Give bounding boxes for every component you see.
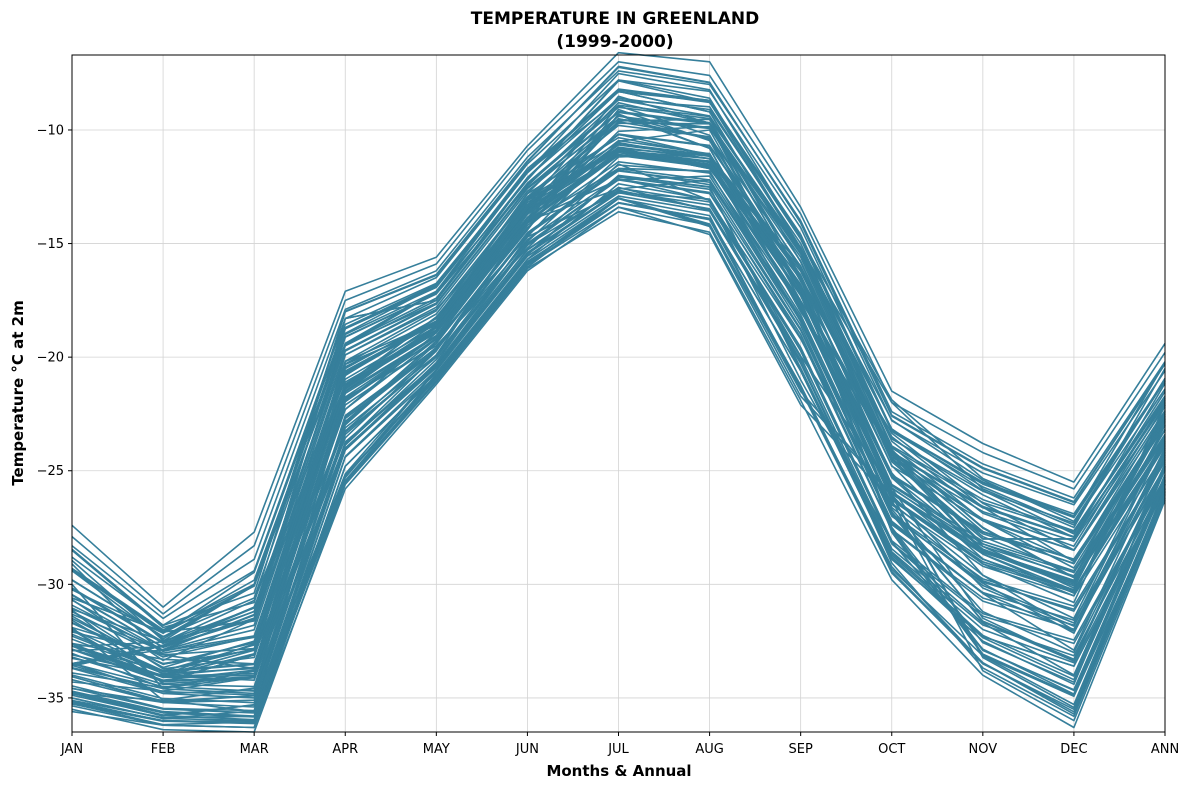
series-line-32 bbox=[71, 65, 1166, 629]
x-tick-label: OCT bbox=[878, 742, 905, 757]
series-line-3 bbox=[71, 70, 1166, 620]
series-line-94 bbox=[71, 206, 1166, 729]
y-tick-label: −20 bbox=[37, 351, 64, 366]
chart-title-line2: (1999-2000) bbox=[556, 32, 673, 52]
x-tick-label: JUN bbox=[515, 742, 539, 757]
series-line-1 bbox=[71, 51, 1166, 608]
series-line-96 bbox=[71, 89, 1166, 635]
series-line-87 bbox=[71, 164, 1166, 692]
series-line-78 bbox=[71, 187, 1166, 714]
y-tick-label: −10 bbox=[37, 123, 64, 138]
y-tick-label: −25 bbox=[37, 464, 64, 479]
x-tick-label: JUL bbox=[607, 742, 629, 757]
series-line-99 bbox=[71, 91, 1166, 633]
y-tick-label: −30 bbox=[37, 578, 64, 593]
series-line-56 bbox=[71, 201, 1166, 724]
series-group bbox=[71, 51, 1166, 733]
series-line-100 bbox=[71, 113, 1166, 683]
series-line-90 bbox=[71, 147, 1166, 672]
chart-title-line1: TEMPERATURE IN GREENLAND bbox=[471, 9, 759, 29]
axis-ticks: JAN FEB MAR APR MAY JUN JUL AUG SEP OCT NOV DEC ANN −… bbox=[37, 123, 1180, 757]
series-line-97 bbox=[71, 125, 1166, 656]
series-line-83 bbox=[71, 118, 1166, 653]
series-line-76 bbox=[71, 111, 1166, 649]
series-line-68 bbox=[71, 72, 1166, 635]
x-tick-label: SEP bbox=[789, 742, 813, 757]
series-line-2 bbox=[71, 60, 1166, 615]
x-tick-label: AUG bbox=[695, 742, 723, 757]
x-tick-label: JAN bbox=[60, 742, 83, 757]
x-tick-label: MAR bbox=[240, 742, 269, 757]
y-axis-label: Temperature °C at 2m bbox=[9, 300, 27, 485]
x-tick-label: ANN bbox=[1151, 742, 1179, 757]
series-line-69 bbox=[71, 152, 1166, 682]
series-line-39 bbox=[71, 175, 1166, 716]
x-axis-label: Months & Annual bbox=[546, 762, 691, 780]
x-tick-label: APR bbox=[332, 742, 358, 757]
y-tick-label: −15 bbox=[37, 237, 64, 252]
series-line-95 bbox=[71, 175, 1166, 689]
x-tick-label: FEB bbox=[151, 742, 176, 757]
x-tick-label: NOV bbox=[969, 742, 998, 757]
y-tick-label: −35 bbox=[37, 691, 64, 706]
series-line-62 bbox=[71, 66, 1166, 627]
series-line-86 bbox=[71, 118, 1166, 655]
series-line-92 bbox=[71, 191, 1166, 718]
series-line-98 bbox=[71, 149, 1166, 689]
series-line-91 bbox=[71, 195, 1166, 721]
series-line-70 bbox=[71, 141, 1166, 661]
x-tick-label: DEC bbox=[1060, 742, 1087, 757]
x-tick-label: MAY bbox=[423, 742, 450, 757]
series-line-88 bbox=[71, 133, 1166, 665]
series-line-85 bbox=[71, 189, 1166, 718]
